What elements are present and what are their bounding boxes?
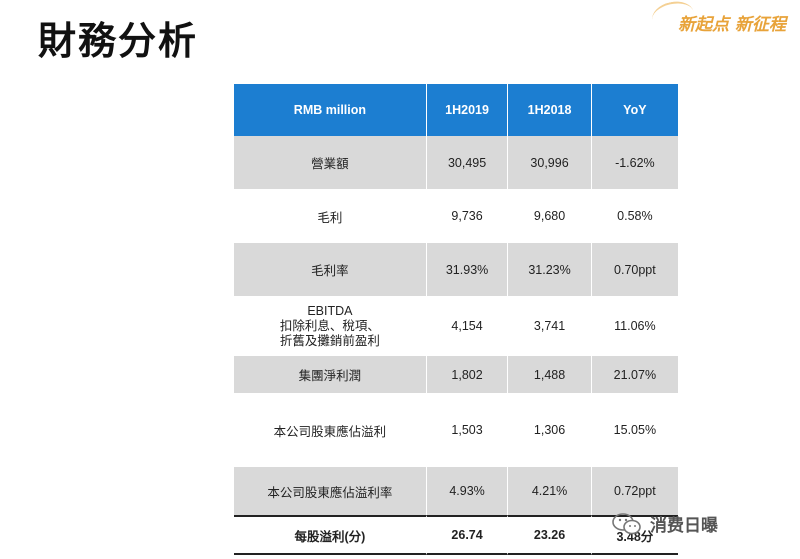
value-yoy: 11.06% xyxy=(591,296,678,356)
header-yoy: YoY xyxy=(591,84,678,136)
value-yoy: 0.70ppt xyxy=(591,243,678,296)
value-yoy: 21.07% xyxy=(591,356,678,393)
value-1h2018: 9,680 xyxy=(508,189,592,243)
financial-table: RMB million 1H2019 1H2018 YoY 營業額 30,495… xyxy=(234,84,678,555)
table-row: EBITDA 扣除利息、稅項、 折舊及攤銷前盈利 4,154 3,741 11.… xyxy=(234,296,678,356)
value-1h2019: 9,736 xyxy=(426,189,509,243)
row-label: 本公司股東應佔溢利率 xyxy=(234,467,427,515)
row-label: 集團淨利潤 xyxy=(234,356,427,393)
table-header-row: RMB million 1H2019 1H2018 YoY xyxy=(234,84,678,136)
page-title: 財務分析 xyxy=(38,19,199,63)
row-label-line: EBITDA xyxy=(307,303,353,318)
table-row: 毛利 9,736 9,680 0.58% xyxy=(234,189,678,243)
table-row: 毛利率 31.93% 31.23% 0.70ppt xyxy=(234,243,678,296)
value-1h2019: 30,495 xyxy=(426,136,509,189)
header-1h2019: 1H2019 xyxy=(426,84,509,136)
row-label-line: 扣除利息、稅項、 xyxy=(279,318,380,333)
value-1h2019: 26.74 xyxy=(426,515,509,555)
value-1h2018: 31.23% xyxy=(508,243,592,296)
value-1h2018: 3,741 xyxy=(508,296,592,356)
table-row-total: 每股溢利(分) 26.74 23.26 3.48分 xyxy=(234,515,678,555)
value-1h2018: 1,488 xyxy=(508,356,592,393)
value-1h2018: 23.26 xyxy=(508,515,592,555)
value-1h2019: 1,802 xyxy=(426,356,509,393)
slogan-text: 新起点 新征程 xyxy=(678,15,786,35)
value-1h2018: 30,996 xyxy=(508,136,592,189)
value-yoy: 0.72ppt xyxy=(591,467,678,515)
header-rmb-million: RMB million xyxy=(234,84,427,136)
value-yoy: 15.05% xyxy=(591,393,678,467)
row-label: 毛利 xyxy=(234,189,427,243)
row-label-ebitda: EBITDA 扣除利息、稅項、 折舊及攤銷前盈利 xyxy=(234,296,427,356)
value-yoy: 0.58% xyxy=(591,189,678,243)
row-label: 營業額 xyxy=(234,136,427,189)
table-row: 營業額 30,495 30,996 -1.62% xyxy=(234,136,678,189)
value-1h2018: 4.21% xyxy=(508,467,592,515)
table-row: 本公司股東應佔溢利 1,503 1,306 15.05% xyxy=(234,393,678,467)
value-1h2019: 1,503 xyxy=(426,393,509,467)
table-row: 集團淨利潤 1,802 1,488 21.07% xyxy=(234,356,678,393)
value-1h2019: 4,154 xyxy=(426,296,509,356)
row-label: 本公司股東應佔溢利 xyxy=(234,393,427,467)
row-label: 毛利率 xyxy=(234,243,427,296)
slogan-logo: 新起点 新征程 xyxy=(649,0,786,35)
value-yoy: -1.62% xyxy=(591,136,678,189)
watermark: 消费日曝 xyxy=(612,511,718,536)
value-1h2018: 1,306 xyxy=(508,393,592,467)
value-1h2019: 31.93% xyxy=(426,243,509,296)
table-row: 本公司股東應佔溢利率 4.93% 4.21% 0.72ppt xyxy=(234,467,678,515)
wechat-icon xyxy=(612,512,641,534)
header-1h2018: 1H2018 xyxy=(508,84,592,136)
value-1h2019: 4.93% xyxy=(426,467,509,515)
row-label: 每股溢利(分) xyxy=(234,515,427,555)
watermark-text: 消费日曝 xyxy=(650,516,718,536)
value-yoy: 3.48分 xyxy=(591,515,678,555)
row-label-line: 折舊及攤銷前盈利 xyxy=(279,333,380,348)
